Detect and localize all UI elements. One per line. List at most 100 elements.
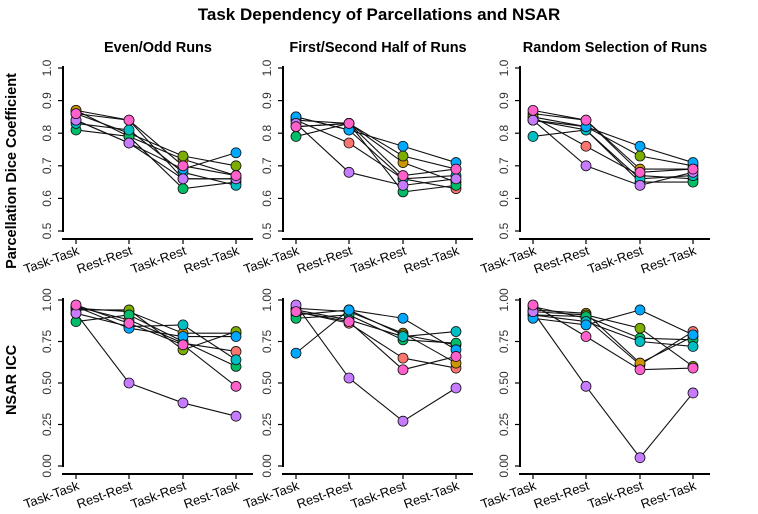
y-tick-label: 0.8 [497, 125, 511, 142]
series-line-6 [532, 119, 694, 164]
y-tick-label: 1.0 [497, 59, 511, 76]
series-line-3 [76, 309, 237, 351]
series-line-5 [532, 314, 694, 348]
series-line-2 [532, 309, 694, 364]
data-point [397, 331, 409, 342]
data-point [123, 377, 135, 389]
data-point [123, 137, 135, 149]
panel-title: Even/Odd Runs [104, 40, 212, 56]
data-point [123, 124, 135, 136]
y-tick-label: 0.7 [260, 157, 274, 174]
y-tick-label: 0.6 [497, 190, 511, 207]
series-line-2 [532, 113, 693, 170]
x-tick-label: Rest-Rest [75, 478, 135, 512]
data-point [687, 362, 699, 374]
y-tick-label: 0.00 [497, 454, 511, 478]
data-point [634, 304, 646, 316]
data-point [450, 382, 462, 394]
y-tick-label: 0.5 [260, 222, 274, 239]
series-line-5 [75, 312, 237, 361]
series-line-5 [295, 116, 457, 180]
x-tick-label: Task-Rest [129, 478, 189, 512]
y-tick-label: 1.00 [260, 288, 274, 312]
x-tick-label: Task-Rest [349, 478, 409, 512]
series-line-4 [295, 122, 457, 193]
data-point [527, 104, 539, 116]
data-point [343, 316, 355, 327]
data-point [450, 326, 462, 337]
x-tick-label: Rest-Rest [532, 478, 592, 512]
x-tick-label: Rest-Rest [532, 243, 592, 277]
data-point [580, 380, 592, 392]
y-tick-label: 0.7 [497, 157, 511, 174]
data-point [634, 452, 646, 464]
x-tick-label: Task-Rest [349, 243, 409, 277]
data-point [450, 351, 462, 362]
data-point [177, 150, 189, 162]
series-line-1 [75, 306, 237, 353]
x-tick-label: Rest-Task [402, 478, 462, 512]
data-point [397, 179, 409, 191]
data-point [290, 306, 302, 318]
panel-4: 0.00 0.25 0.50 0.75 1.00 Task-TaskRest-RestTa… [22, 288, 253, 512]
series-line-7 [532, 311, 694, 459]
data-point [687, 163, 699, 175]
series-line-7 [295, 123, 457, 186]
y-tick-label: 0.7 [40, 157, 54, 174]
x-tick-label: Task-Rest [129, 243, 189, 277]
series-line-3 [532, 116, 694, 167]
series-line-8 [75, 113, 237, 177]
y-tick-label: 1.0 [40, 59, 54, 76]
series-line-1 [295, 119, 457, 190]
panel-title: Random Selection of Runs [523, 40, 708, 56]
data-point [634, 166, 646, 178]
y-tick-label: 0.75 [260, 329, 274, 353]
x-tick-label: Task-Rest [586, 243, 646, 277]
data-point [290, 347, 302, 359]
data-point [687, 341, 699, 352]
data-point [397, 140, 409, 152]
data-point [177, 173, 189, 185]
panel-3: Random Selection of Runs 0.5 0.6 0.7 0.8 0.9 1… [479, 40, 710, 277]
data-point [397, 352, 409, 364]
y-tick-label: 0.6 [260, 190, 274, 207]
panels-group: Even/Odd Runs 0.5 0.6 0.7 0.8 0.9 1.0 Task-Task… [22, 40, 710, 512]
data-point [580, 160, 592, 172]
data-point [634, 364, 646, 376]
data-point [343, 137, 355, 149]
data-point [634, 150, 646, 162]
series-line-7 [532, 119, 694, 186]
data-point [230, 147, 242, 159]
x-tick-label: Rest-Rest [295, 478, 355, 512]
data-point [397, 364, 409, 376]
row-label-icc: NSAR ICC [4, 344, 20, 415]
data-point [634, 140, 646, 152]
y-tick-label: 0.25 [497, 412, 511, 436]
series-line-7 [295, 304, 457, 422]
data-point [177, 183, 189, 195]
panel-5: 0.00 0.25 0.50 0.75 1.00 Task-TaskRest-RestTa… [242, 288, 473, 512]
x-tick-label: Task-Task [22, 243, 82, 277]
series-line-2 [295, 119, 457, 183]
y-tick-label: 0.75 [40, 329, 54, 353]
x-tick-label: Rest-Task [402, 243, 462, 277]
x-tick-label: Rest-Rest [75, 243, 135, 277]
x-tick-label: Rest-Rest [295, 243, 355, 277]
series-line-6 [295, 309, 457, 354]
series-line-6 [75, 306, 236, 338]
series-line-3 [295, 309, 457, 346]
data-point [580, 319, 592, 331]
x-tick-label: Rest-Task [182, 478, 242, 512]
series-line-8 [532, 109, 694, 173]
panel-1: Even/Odd Runs 0.5 0.6 0.7 0.8 0.9 1.0 Task-Task… [22, 40, 253, 277]
data-point [70, 299, 82, 311]
y-tick-label: 0.9 [40, 92, 54, 109]
data-point [687, 387, 699, 399]
data-point [177, 339, 189, 351]
data-point [177, 397, 189, 409]
data-point [687, 329, 699, 341]
data-point [290, 131, 302, 142]
data-point [230, 410, 242, 422]
panel-title: First/Second Half of Runs [289, 40, 466, 56]
y-tick-label: 0.25 [260, 412, 274, 436]
